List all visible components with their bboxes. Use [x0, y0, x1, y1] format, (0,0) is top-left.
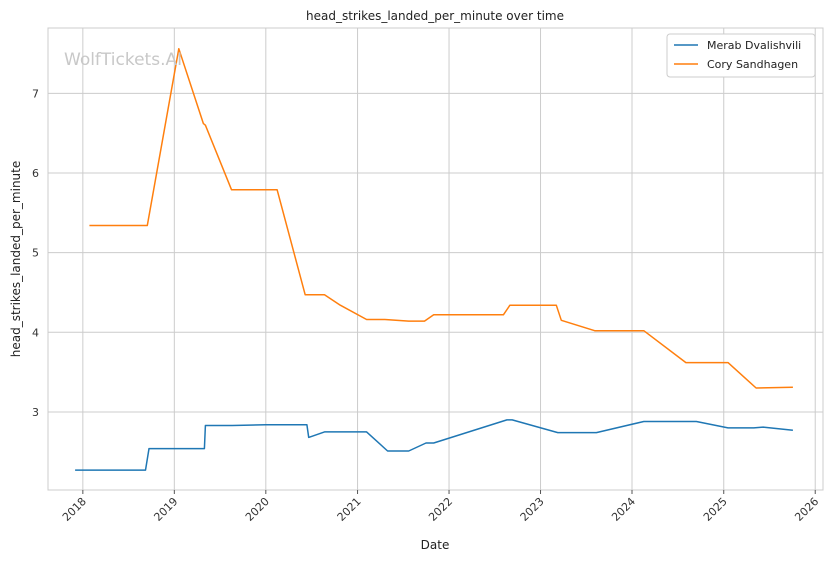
series-line-1: [89, 47, 793, 389]
legend-label-merab: Merab Dvalishvili: [707, 39, 801, 52]
x-tick-label: 2020: [243, 495, 272, 524]
legend-label-cory: Cory Sandhagen: [707, 58, 798, 71]
x-tick-label: 2021: [335, 495, 364, 524]
grid: [48, 28, 823, 490]
y-tick-label: 3: [32, 406, 39, 419]
y-tick-label: 7: [32, 87, 39, 100]
x-tick-label: 2019: [151, 495, 180, 524]
y-tick-label: 6: [32, 167, 39, 180]
x-tick-label: 2026: [792, 495, 821, 524]
series-line-0: [75, 419, 793, 471]
legend: Merab Dvalishvili Cory Sandhagen: [666, 33, 816, 78]
x-tick-label: 2025: [701, 495, 730, 524]
x-tick-label: 2024: [609, 495, 638, 524]
plot-frame: [47, 27, 824, 491]
y-tick-label: 5: [32, 247, 39, 260]
x-tick-label: 2018: [60, 495, 89, 524]
series-lines: [75, 47, 793, 471]
legend-box: [666, 33, 816, 78]
y-axis-label: head_strikes_landed_per_minute: [9, 161, 23, 358]
y-axis: 3 4 5 6 7: [32, 87, 39, 419]
y-tick-label: 4: [32, 326, 39, 339]
x-axis: 2018 2019 2020 2021 2022 2023 2024 2025 2026: [60, 490, 821, 524]
x-axis-label: Date: [421, 538, 450, 552]
watermark: WolfTickets.AI: [64, 50, 182, 70]
x-tick-label: 2023: [518, 495, 547, 524]
chart-title: head_strikes_landed_per_minute over time: [306, 9, 564, 23]
x-tick-label: 2022: [426, 495, 455, 524]
